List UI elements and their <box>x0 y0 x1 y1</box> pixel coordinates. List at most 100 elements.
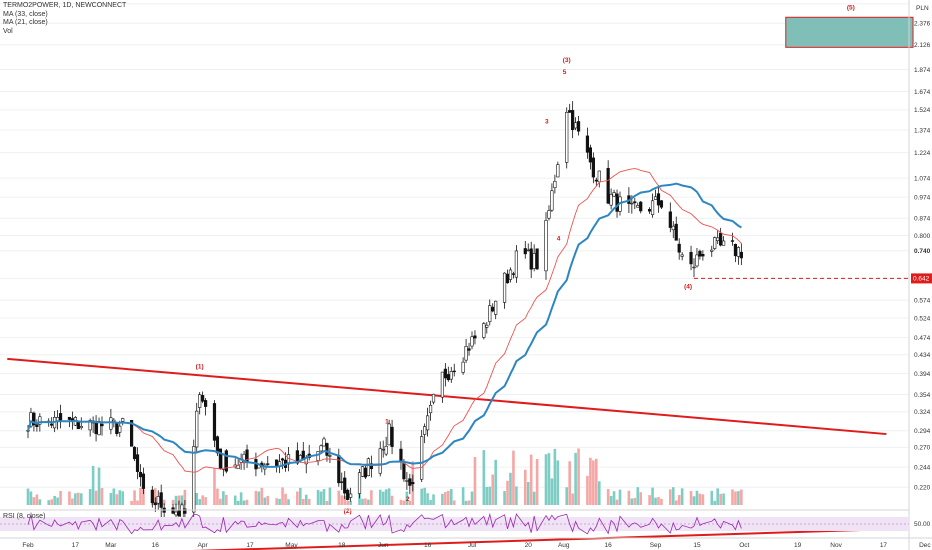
volume-bar <box>740 489 743 505</box>
y-tick-label-20: 0.394 <box>914 371 931 378</box>
volume-bar <box>503 491 506 505</box>
volume-bar <box>441 493 444 505</box>
rsi-legend[interactable]: RSI (8, close) <box>3 513 46 520</box>
volume-bar <box>692 496 696 505</box>
volume-bar <box>695 490 699 505</box>
x-tick-label-15: 15 <box>693 542 701 549</box>
volume-bar <box>577 448 580 505</box>
ma21-line <box>27 168 742 473</box>
y-tick-label-23: 0.294 <box>914 428 931 435</box>
price-axis[interactable]: PLN 2.376 2.126 1.874 1.674 1.524 1.374 1.224 1.… <box>908 0 932 550</box>
candle <box>384 436 388 457</box>
legend-ma21[interactable]: MA (21, close) <box>3 19 48 26</box>
volume-bar <box>97 467 101 505</box>
trendline-upper[interactable] <box>7 357 887 436</box>
volume-bar <box>639 492 643 505</box>
candle <box>156 490 160 511</box>
volume-bar <box>719 493 722 505</box>
volume-bar <box>402 500 406 505</box>
volume-bar <box>523 469 527 505</box>
volume-bar <box>337 490 341 505</box>
candle <box>695 248 699 268</box>
candle <box>529 241 533 279</box>
volume-bar <box>278 498 281 505</box>
volume-bar <box>136 500 139 505</box>
volume-bar <box>405 491 409 505</box>
candle <box>701 250 705 261</box>
y-tick-label-26: 0.220 <box>914 485 931 492</box>
volume-bar <box>657 497 660 505</box>
y-tick-label-16: 0.574 <box>914 298 931 305</box>
legend-ma33[interactable]: MA (33, close) <box>3 10 48 18</box>
candle <box>591 152 595 184</box>
volume-bar <box>222 491 225 505</box>
volume-bar <box>423 487 426 505</box>
volume-bar <box>680 488 684 505</box>
trendline-lower[interactable] <box>7 527 910 550</box>
volume-bar <box>674 500 678 505</box>
candle <box>301 441 305 461</box>
x-tick-label-1: 17 <box>72 542 80 549</box>
candle <box>659 199 664 210</box>
volume-bar <box>710 490 714 505</box>
candle <box>615 189 619 218</box>
candle <box>730 232 735 246</box>
volume-bars <box>26 448 743 505</box>
candle <box>337 448 341 487</box>
volume-bar <box>597 481 601 505</box>
candle <box>263 462 267 476</box>
volume-bar <box>225 494 228 505</box>
symbol-title[interactable]: TERMO2POWER, 1D, NEWCONNECT <box>3 2 127 9</box>
volume-bar <box>648 495 651 505</box>
candle <box>482 321 486 340</box>
wave-label-1: (2) <box>344 508 352 515</box>
candle <box>647 207 652 214</box>
candle <box>612 189 616 197</box>
candle <box>378 441 382 477</box>
candle <box>523 240 527 259</box>
candle <box>464 338 468 364</box>
time-axis[interactable]: Feb 17 Mar 16 Apr 17 May 18 Jun 16 Jul 20 Aug 16 Sep 15… <box>0 537 932 549</box>
volume-bar <box>671 487 675 505</box>
volume-bar <box>130 500 133 505</box>
chart-grid <box>0 3 909 488</box>
volume-bar <box>174 495 178 505</box>
candle <box>408 473 412 495</box>
candle <box>346 488 350 501</box>
candle <box>656 184 661 213</box>
y-tick-label-6: 1.674 <box>914 89 931 96</box>
volume-bar <box>118 490 122 505</box>
volume-bar <box>266 495 270 505</box>
candle <box>360 465 365 478</box>
candle <box>473 330 477 345</box>
candle <box>713 236 717 251</box>
volume-bar <box>287 499 290 505</box>
y-tick-label-22: 0.324 <box>914 409 931 416</box>
candle <box>553 174 557 194</box>
rsi-tick-label: 50.00 <box>914 521 931 528</box>
volume-bar <box>615 499 619 505</box>
legend-volume[interactable]: Vol <box>3 27 13 35</box>
wave-label-8: 4 <box>557 235 561 242</box>
volume-bar <box>550 478 554 505</box>
x-tick-label-2: Mar <box>105 542 117 549</box>
volume-bar <box>139 488 142 505</box>
volume-bar <box>734 491 737 505</box>
volume-bar <box>219 498 222 505</box>
volume-bar <box>284 493 287 505</box>
volume-bar <box>592 460 595 505</box>
wave-5-target-zone[interactable] <box>785 16 914 48</box>
volume-bar <box>660 498 663 505</box>
candle <box>668 202 672 233</box>
volume-bar <box>420 488 423 505</box>
candle <box>568 103 572 113</box>
y-tick-label-24: 0.270 <box>914 445 931 452</box>
volume-bar <box>509 472 512 505</box>
rsi-pane[interactable]: 50.00 <box>0 509 931 535</box>
volume-bar <box>242 500 246 505</box>
volume-bar <box>467 500 471 505</box>
candle <box>677 238 681 260</box>
volume-bar <box>515 486 518 505</box>
x-tick-label-19: 17 <box>880 542 888 549</box>
